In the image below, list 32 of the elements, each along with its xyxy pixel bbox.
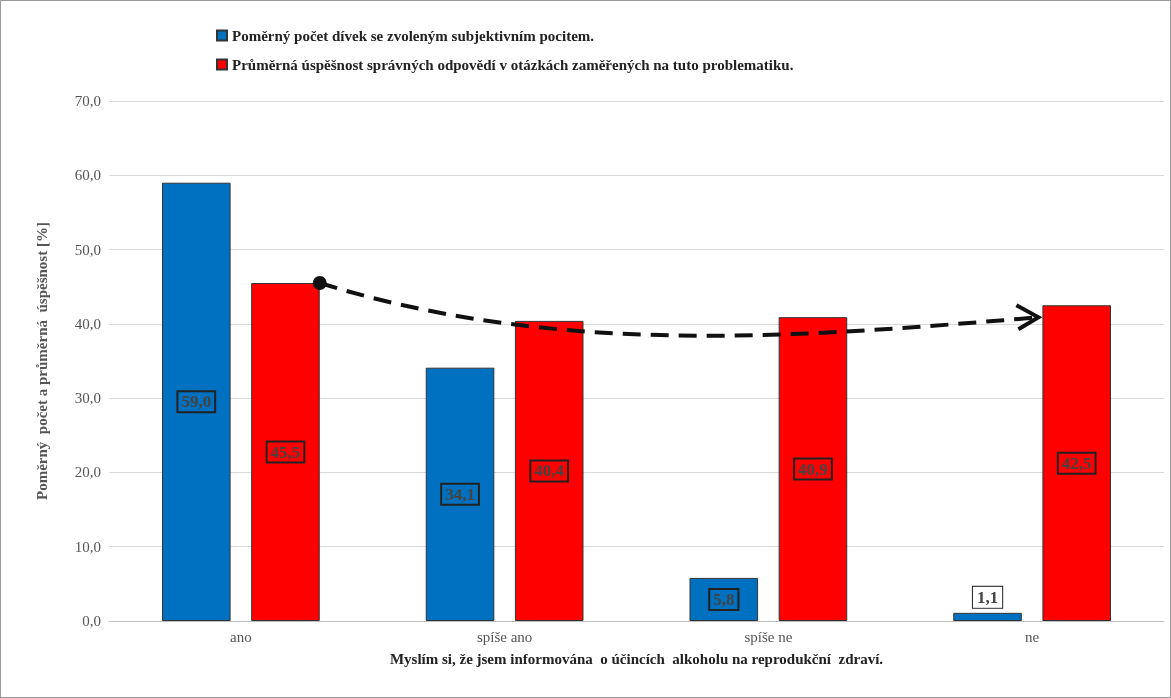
bar [514, 320, 584, 621]
y-tick-label: 60,0 [74, 167, 101, 184]
data-label: 42,5 [1061, 453, 1092, 473]
y-tick-label: 50,0 [74, 241, 101, 258]
y-tick-label: 40,0 [74, 315, 101, 332]
bar [162, 182, 231, 621]
y-tick-label: 70,0 [74, 93, 101, 109]
x-tick-label: spíše ano [476, 628, 533, 645]
y-axis-title: Poměrný počet a průměrná úspěšnost [%] [33, 222, 50, 500]
bar [953, 612, 1022, 621]
legend-label: Průměrná úspěšnost správných odpovědí v otázkách zaměřených na tuto problematiku. [232, 56, 794, 73]
y-tick-label: 0,0 [82, 613, 101, 629]
x-tick-label: ano [230, 628, 252, 645]
bar [251, 283, 320, 621]
data-label: 34,1 [445, 484, 475, 504]
bar [778, 317, 848, 621]
y-tick-label: 10,0 [74, 538, 101, 555]
data-label: 40,9 [798, 459, 828, 479]
x-tick-label: ne [1025, 628, 1040, 645]
data-label: 45,5 [270, 442, 301, 462]
legend-label: Poměrný počet dívek se zvoleným subjektivním pocitem. [232, 27, 595, 44]
bar [425, 367, 495, 621]
data-label: 5,8 [713, 589, 735, 609]
data-label: 1,1 [976, 587, 999, 607]
data-label: 40,4 [534, 461, 565, 481]
x-axis-title: Myslím si, že jsem informována o účincích alkoholu na reprodukční zdraví. [389, 650, 884, 667]
y-tick-label: 20,0 [74, 464, 101, 481]
x-tick-label: spíše ne [744, 628, 793, 645]
data-label: 59,0 [181, 392, 212, 412]
bar [689, 577, 759, 621]
bar [1042, 305, 1111, 621]
y-tick-label: 30,0 [74, 390, 101, 407]
